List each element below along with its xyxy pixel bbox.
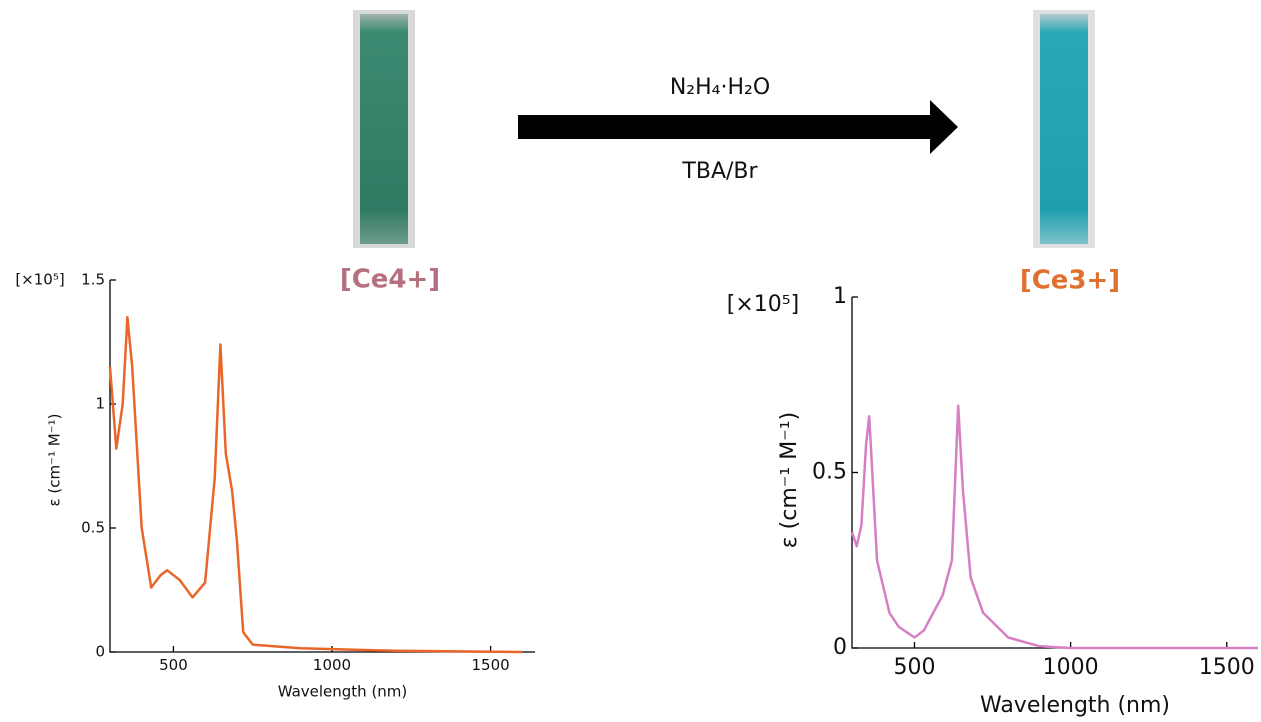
reagent: N₂H₄·H₂O — [670, 75, 770, 100]
x-tick-label: 1000 — [1043, 655, 1099, 680]
y-axis-label: ε (cm⁻¹ M⁻¹) — [46, 413, 64, 506]
x-tick-label: 1500 — [1199, 655, 1255, 680]
left-label: [Ce4+] — [340, 265, 440, 295]
y-tick-label: 0 — [833, 635, 847, 660]
axes — [109, 280, 535, 653]
y-tick-label: 1.5 — [81, 271, 105, 289]
y-tick-label: 1 — [833, 284, 847, 309]
y-multiplier: [×10⁵] — [15, 271, 64, 289]
x-axis-label: Wavelength (nm) — [980, 693, 1170, 718]
conditions: TBA/Br — [681, 159, 758, 184]
axes — [851, 297, 1258, 649]
cuvette-ce3 — [1040, 14, 1088, 244]
y-tick-label: 1 — [95, 395, 105, 413]
y-multiplier: [×10⁵] — [727, 292, 799, 317]
y-tick-label: 0.5 — [812, 460, 847, 485]
x-tick-label: 500 — [893, 655, 935, 680]
cuvette-ce4 — [360, 14, 408, 244]
right-label: [Ce3+] — [1020, 266, 1120, 296]
spectrum-line — [850, 404, 1258, 650]
x-tick-label: 1000 — [313, 656, 351, 674]
spectrum-line — [108, 315, 523, 654]
reaction-arrow — [518, 100, 958, 154]
x-tick-label: 500 — [159, 656, 188, 674]
x-tick-label: 1500 — [472, 656, 510, 674]
y-tick-label: 0.5 — [81, 519, 105, 537]
y-tick-label: 0 — [95, 643, 105, 661]
x-axis-label: Wavelength (nm) — [278, 683, 408, 701]
y-axis-label: ε (cm⁻¹ M⁻¹) — [777, 412, 802, 548]
